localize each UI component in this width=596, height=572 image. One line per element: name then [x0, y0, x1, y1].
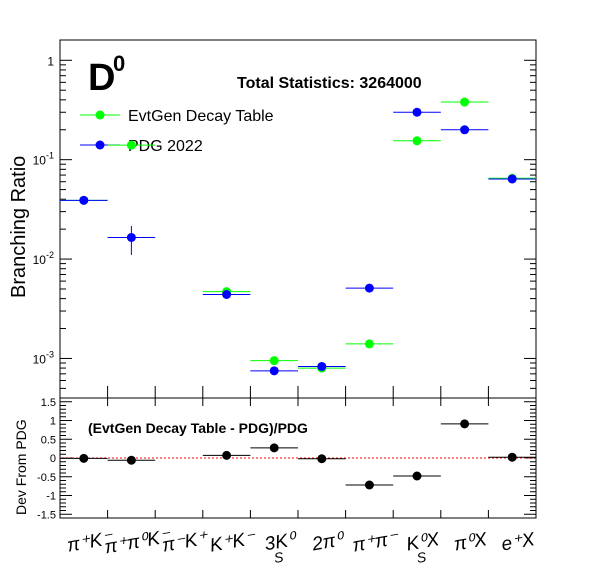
x-category-text: e⁺X — [500, 529, 538, 556]
ratio-point — [222, 450, 232, 460]
data-point-pdg — [126, 232, 136, 242]
data-point-evtgen — [460, 97, 470, 107]
x-category-label: e⁺X — [500, 529, 538, 556]
legend-evtgen-marker — [95, 110, 105, 120]
data-point-pdg — [412, 107, 422, 117]
data-point-pdg — [79, 195, 89, 205]
chart-title-superscript: 0 — [113, 51, 125, 76]
ratio-point — [269, 443, 279, 453]
chart-title: D — [88, 57, 115, 99]
x-category-label: π⁰X — [452, 529, 489, 556]
data-point-evtgen — [126, 140, 136, 150]
data-point-pdg — [507, 174, 517, 184]
main-plot-frame — [59, 39, 537, 399]
y-tick-label: 10-2 — [33, 250, 54, 267]
ratio-y-axis-label: Dev From PDG — [13, 419, 29, 515]
ratio-tick-label: 1.5 — [41, 397, 56, 409]
ratio-point — [364, 480, 374, 490]
data-point-pdg — [269, 366, 279, 376]
x-category-text: K⁺K⁻ — [208, 528, 258, 557]
data-point-evtgen — [412, 136, 422, 146]
data-point-pdg — [364, 283, 374, 293]
ratio-point — [507, 452, 517, 462]
legend-evtgen-label: EvtGen Decay Table — [128, 108, 274, 125]
data-point-evtgen — [364, 339, 374, 349]
ratio-point — [460, 419, 470, 429]
legend-pdg-label: PDG 2022 — [128, 138, 203, 155]
ratio-point — [79, 453, 89, 463]
ratio-tick-label: -0.5 — [37, 472, 56, 484]
data-point-pdg — [317, 361, 327, 371]
y-tick-label: 10-3 — [33, 349, 54, 366]
ratio-point — [126, 455, 136, 465]
x-category-text: π⁺π⁻ — [351, 528, 401, 557]
legend: EvtGen Decay Table PDG 2022 — [80, 108, 274, 155]
y-axis-label: Branching Ratio — [8, 156, 30, 298]
ratio-point — [412, 471, 422, 481]
x-category-label: K⁺K⁻ — [208, 528, 258, 557]
x-category-subscript: S — [415, 549, 428, 566]
x-category-text: π⁰X — [452, 529, 489, 556]
data-point-pdg — [460, 125, 470, 135]
data-point-evtgen — [269, 356, 279, 366]
total-statistics-label: Total Statistics: 3264000 — [237, 75, 422, 92]
y-tick-label: 10-1 — [33, 151, 54, 168]
legend-pdg-marker — [95, 140, 105, 150]
ratio-tick-label: 0.5 — [41, 434, 56, 446]
x-category-label: 2π⁰ — [310, 529, 347, 556]
x-category-subscript: S — [273, 549, 286, 566]
ratio-panel-title: (EvtGen Decay Table - PDG)/PDG — [88, 420, 308, 436]
y-tick-label: 1 — [47, 54, 54, 68]
x-category-label: π⁺π⁻ — [351, 528, 401, 557]
ratio-tick-label: -1.5 — [37, 509, 56, 521]
data-point-pdg — [222, 289, 232, 299]
ratio-tick-label: 1 — [50, 416, 56, 428]
ratio-point — [317, 454, 327, 464]
ratio-tick-label: -1 — [46, 491, 56, 503]
ratio-tick-label: 0 — [50, 453, 56, 465]
x-category-text: 2π⁰ — [310, 529, 347, 556]
